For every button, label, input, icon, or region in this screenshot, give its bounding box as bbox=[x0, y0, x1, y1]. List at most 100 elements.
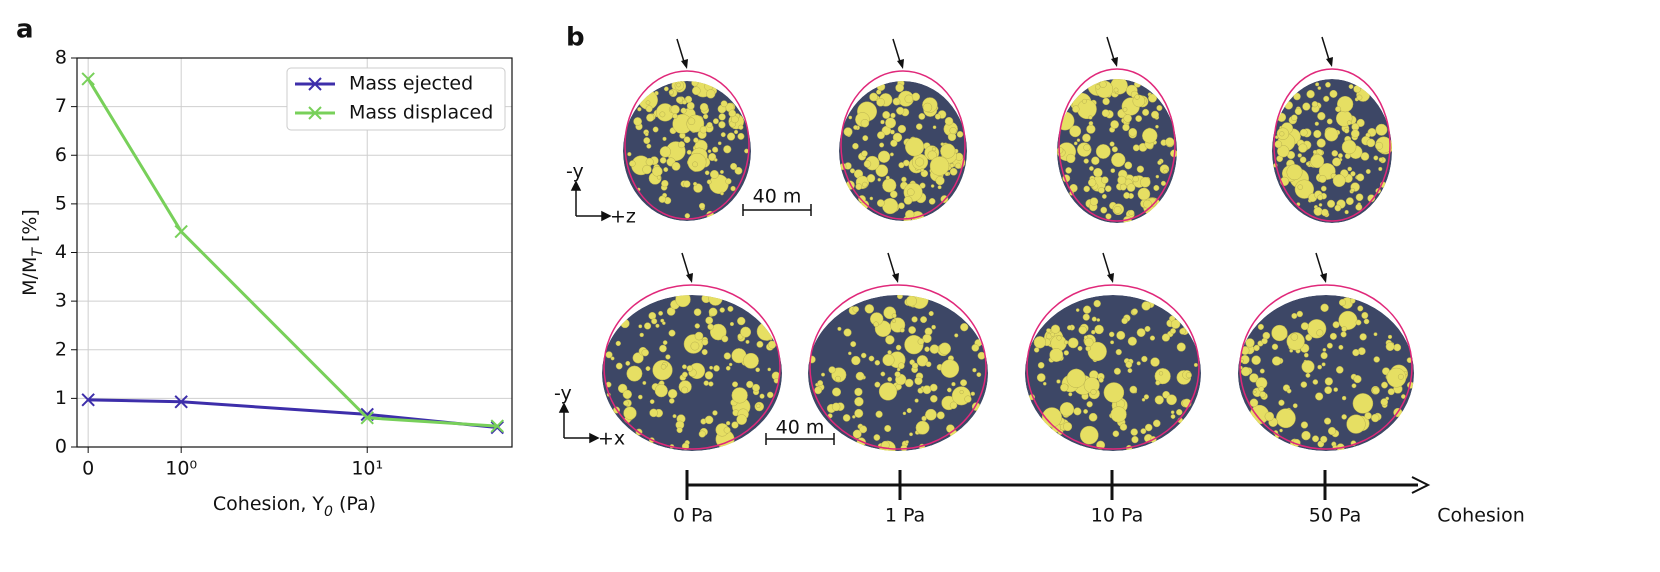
grain bbox=[1313, 206, 1323, 216]
grain bbox=[1179, 328, 1186, 335]
grain bbox=[637, 107, 642, 112]
grain bbox=[1385, 342, 1395, 352]
grain bbox=[1314, 121, 1319, 126]
grain bbox=[643, 137, 651, 145]
grain bbox=[905, 440, 909, 444]
grain bbox=[1066, 368, 1086, 388]
grain bbox=[931, 146, 937, 152]
grain bbox=[821, 372, 826, 377]
grain bbox=[676, 82, 681, 88]
grain bbox=[642, 164, 652, 175]
grain bbox=[914, 398, 919, 403]
grain bbox=[1036, 373, 1046, 382]
grain bbox=[1375, 123, 1388, 136]
grain bbox=[712, 118, 719, 125]
grain bbox=[808, 355, 816, 364]
grain bbox=[1264, 411, 1275, 422]
grain bbox=[1082, 133, 1091, 143]
grain bbox=[682, 364, 687, 370]
grain bbox=[906, 188, 915, 197]
grain bbox=[1057, 147, 1064, 154]
grain bbox=[734, 166, 743, 175]
grain bbox=[615, 340, 621, 347]
grain bbox=[1076, 138, 1081, 142]
legend-box bbox=[286, 67, 506, 131]
grain bbox=[1141, 355, 1148, 363]
panel-label: a bbox=[16, 15, 34, 45]
grain bbox=[944, 116, 954, 126]
y-axis-label: M/MT [%] bbox=[19, 209, 47, 296]
grain bbox=[1364, 412, 1372, 420]
grain bbox=[1301, 360, 1315, 374]
grain bbox=[930, 395, 938, 403]
marker bbox=[308, 77, 322, 91]
grain bbox=[1144, 423, 1153, 432]
grain bbox=[1332, 157, 1342, 167]
grain bbox=[1066, 153, 1076, 164]
grain bbox=[1086, 124, 1096, 134]
grain bbox=[1340, 331, 1347, 338]
grain bbox=[1128, 209, 1135, 216]
grain bbox=[1300, 322, 1309, 331]
grain bbox=[861, 181, 868, 188]
grain bbox=[861, 150, 868, 157]
grain bbox=[1091, 156, 1100, 165]
grain bbox=[704, 415, 714, 425]
grain bbox=[1343, 128, 1350, 134]
grain bbox=[1327, 199, 1336, 208]
grain bbox=[885, 175, 890, 180]
grain bbox=[1320, 303, 1329, 312]
grain bbox=[627, 152, 632, 157]
grain bbox=[698, 430, 706, 438]
grain bbox=[1249, 398, 1259, 408]
grain bbox=[1059, 402, 1075, 417]
grain bbox=[1170, 319, 1181, 329]
grain bbox=[920, 316, 928, 324]
grain bbox=[911, 362, 919, 369]
grain bbox=[1110, 120, 1119, 129]
grain bbox=[680, 107, 687, 114]
grain bbox=[1312, 379, 1319, 385]
grain bbox=[659, 146, 672, 158]
grain bbox=[638, 394, 643, 400]
grain bbox=[1365, 169, 1371, 174]
grain bbox=[1321, 208, 1329, 217]
grain bbox=[1050, 324, 1061, 334]
grain bbox=[887, 350, 892, 355]
grain bbox=[1063, 350, 1069, 356]
grain bbox=[843, 127, 853, 137]
grain bbox=[1338, 344, 1344, 350]
grain bbox=[705, 316, 714, 325]
grain bbox=[638, 324, 643, 329]
grain bbox=[1155, 380, 1161, 386]
grain bbox=[903, 196, 913, 205]
grain bbox=[1356, 118, 1365, 128]
grain bbox=[1259, 391, 1267, 398]
y-tick-label: 6 bbox=[55, 144, 67, 166]
grain bbox=[1066, 325, 1073, 331]
grain bbox=[890, 190, 898, 199]
grain bbox=[1258, 386, 1265, 392]
grain bbox=[1151, 110, 1159, 119]
grain bbox=[641, 348, 649, 357]
grain bbox=[1341, 395, 1347, 401]
grain bbox=[1136, 361, 1141, 366]
grain bbox=[1082, 305, 1092, 314]
grain bbox=[1350, 171, 1356, 177]
grain bbox=[1103, 382, 1125, 403]
grain bbox=[1378, 157, 1384, 162]
grain bbox=[1386, 367, 1407, 388]
grain bbox=[1276, 408, 1296, 429]
grain bbox=[1338, 310, 1358, 330]
grain bbox=[915, 157, 925, 167]
grain bbox=[896, 106, 905, 115]
grain bbox=[895, 83, 904, 93]
grain bbox=[719, 307, 725, 313]
grain bbox=[1101, 193, 1107, 199]
grain bbox=[1284, 101, 1293, 110]
grain bbox=[1033, 336, 1047, 349]
grain bbox=[884, 424, 892, 432]
grain bbox=[1135, 115, 1142, 122]
grain bbox=[897, 124, 907, 134]
grain bbox=[1315, 392, 1324, 401]
